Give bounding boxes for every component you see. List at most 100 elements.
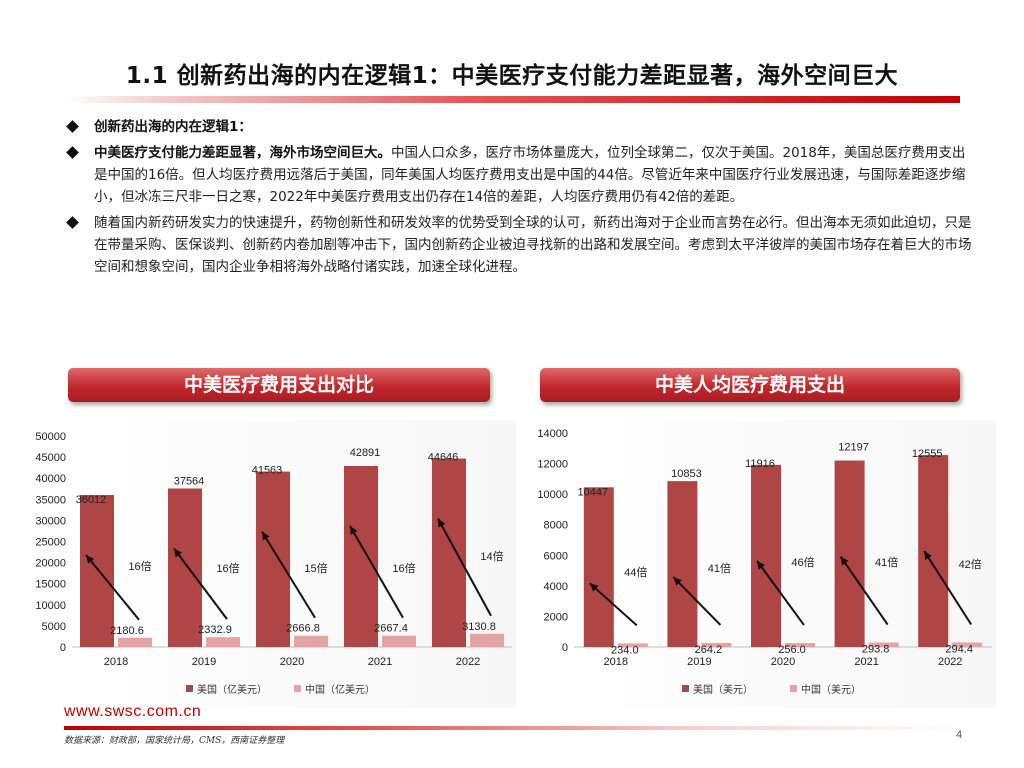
ratio-arrowhead-icon [262,531,270,541]
chart-panel-total: 0 5000 10000 15000 20000 25000 30000 35000 40000… [26,420,516,708]
legend-label-us: 美国（亿美元） [197,683,267,696]
y-tick-label: 10000 [35,600,66,612]
ratio-label: 42倍 [959,557,982,571]
value-label-us: 11916 [745,458,775,470]
y-tick-label: 15000 [35,579,66,591]
page-number: 4 [956,729,963,741]
ratio-arrow-line [85,554,140,621]
value-label-cn: 293.8 [862,644,890,656]
bar-cn [785,643,815,647]
chart-title-per-capita: 中美人均医疗费用支出 [540,368,960,402]
ratio-arrow-line [261,531,316,619]
ratio-label: 16倍 [128,559,151,573]
y-tick-label: 25000 [35,537,66,549]
x-tick-label: 2020 [280,656,304,668]
value-label-cn: 3130.8 [462,621,496,633]
diamond-bullet-icon [66,120,79,133]
ratio-arrow-line [756,560,805,626]
ratio-arrowhead-icon [589,583,599,592]
bar-cn [206,637,240,647]
x-tick-label: 2022 [456,656,480,668]
ratio-label: 44倍 [624,565,647,579]
ratio-label: 16倍 [392,561,415,575]
footer-url: www.swsc.com.cn [64,703,202,720]
bar-us [80,495,114,647]
bar-cn [868,642,899,647]
bar-us [834,460,865,647]
bar-us [168,488,202,647]
y-tick-label: 20000 [35,558,66,570]
y-tick-label: 35000 [35,494,66,506]
value-label-us: 42891 [350,447,381,459]
bar-us [256,471,290,647]
ratio-arrowhead-icon [757,560,765,570]
data-source: 数据来源：财政部，国家统计局，CMS，西南证券整理 [64,736,285,746]
ratio-arrow-line [923,550,973,626]
value-label-cn: 294.4 [945,643,973,655]
total-expenditure-chart: 0 5000 10000 15000 20000 25000 30000 35000 40000… [35,431,512,696]
bar-cn [701,642,732,647]
value-label-us: 12197 [838,442,869,454]
bullet-list: 创新药出海的内在逻辑1： 中美医疗支付能力差距显著，海外市场空间巨大。中国人口众… [66,116,972,282]
ratio-arrowhead-icon [840,556,849,566]
x-tick-label: 2019 [687,656,711,668]
value-label-us: 44646 [428,452,459,464]
bullet-text: 中国人口众多，医疗市场体量庞大，位列全球第二，仅次于美国。2018年，美国总医疗… [94,145,966,205]
ratio-arrow-line [437,518,492,617]
ratio-arrow-line [672,576,722,626]
ratio-arrowhead-icon [174,548,182,558]
value-label-us: 36012 [76,494,107,506]
chart-title-total: 中美医疗费用支出对比 [68,368,490,402]
value-label-cn: 234.0 [611,644,639,656]
legend-label-us: 美国（美元） [693,683,753,696]
bar-cn [470,633,504,647]
value-label-us: 10447 [578,486,609,498]
bar-us [432,458,466,647]
y-tick-label: 45000 [35,452,66,464]
ratio-label: 16倍 [216,561,239,575]
per-capita-expenditure-chart: 0 2000 4000 6000 8000 10000 12000 14000 10447 234… [537,428,992,696]
bar-cn [617,643,648,647]
x-tick-label: 2018 [604,656,628,668]
y-tick-label: 10000 [537,489,568,501]
x-tick-label: 2022 [938,656,962,668]
y-tick-label: 14000 [537,428,568,440]
bar-us [751,464,781,647]
ratio-label: 46倍 [791,555,814,569]
bullet-item: 中美医疗支付能力差距显著，海外市场空间巨大。中国人口众多，医疗市场体量庞大，位列… [66,142,972,208]
legend-swatch-cn [294,685,301,692]
legend-swatch-us [682,685,689,692]
page-title: 1.1 创新药出海的内在逻辑1：中美医疗支付能力差距显著，海外空间巨大 [125,63,899,89]
y-tick-label: 50000 [35,431,66,443]
x-tick-label: 2018 [104,656,128,668]
value-label-us: 12555 [912,448,943,460]
ratio-label: 14倍 [480,549,503,563]
ratio-arrowhead-icon [438,518,446,528]
footer-divider [64,726,964,730]
x-tick-label: 2019 [192,656,216,668]
chart-panel-per-capita: 0 2000 4000 6000 8000 10000 12000 14000 10447 234… [530,420,996,708]
bar-cn [118,637,152,647]
ratio-arrow-line [349,525,404,619]
ratio-label: 15倍 [304,561,327,575]
value-label-us: 37564 [174,475,205,487]
bar-cn [952,642,983,647]
y-tick-label: 2000 [544,611,568,623]
value-label-cn: 2666.8 [286,623,320,635]
ratio-arrowhead-icon [86,555,95,564]
y-tick-label: 4000 [544,581,568,593]
ratio-arrowhead-icon [924,551,932,561]
bar-us [583,487,614,647]
y-tick-label: 0 [562,642,568,654]
y-tick-label: 30000 [35,515,66,527]
x-tick-label: 2020 [771,656,795,668]
legend-label-cn: 中国（亿美元） [305,683,375,696]
bar-us [344,465,378,647]
y-tick-label: 8000 [544,520,568,532]
bar-us [667,481,698,647]
bar-cn [382,635,416,647]
value-label-cn: 256.0 [778,644,806,656]
title-divider [64,96,960,103]
ratio-arrowhead-icon [350,526,358,535]
value-label-us: 41563 [252,465,283,477]
